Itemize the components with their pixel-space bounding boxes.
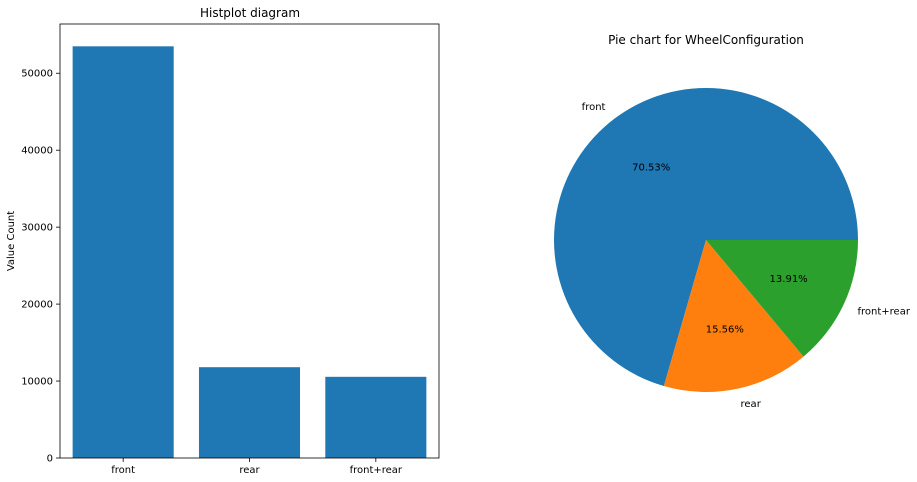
bar-front (72, 46, 174, 458)
plot-frame (59, 23, 440, 459)
pie-percent-front+rear: 13.91% (770, 274, 808, 285)
pie-slices (553, 87, 858, 392)
pie-label-front+rear: front+rear (857, 306, 910, 317)
y-tick-label: 20000 (21, 300, 53, 311)
bar-chart: Histplot diagram Value Count 0 10000 20000… (6, 6, 440, 476)
y-tick-label: 10000 (21, 377, 53, 388)
pie-percent-rear: 15.56% (706, 325, 744, 336)
bar-rear (198, 367, 301, 458)
x-axis-ticks: front rear front+rear (111, 458, 403, 476)
bars (72, 46, 427, 458)
pie-label-rear: rear (741, 399, 762, 410)
pie-labels: front 70.53% rear 15.56% front+rear 13.91% (582, 102, 911, 410)
y-tick-label: 50000 (21, 69, 53, 80)
pie-slice-front (553, 87, 858, 387)
pie-percent-front: 70.53% (632, 163, 670, 174)
x-tick-label: rear (239, 465, 260, 476)
pie-slice-front+rear (706, 240, 858, 357)
y-axis-ticks: 0 10000 20000 30000 40000 50000 (21, 69, 60, 465)
bar-front+rear (325, 376, 427, 458)
x-tick-label: front+rear (350, 465, 403, 476)
pie-chart: Pie chart for WheelConfiguration front 70… (553, 33, 911, 410)
y-tick-label: 30000 (21, 223, 53, 234)
x-tick-label: front (111, 465, 135, 476)
bar-chart-title: Histplot diagram (200, 6, 300, 20)
pie-chart-title: Pie chart for WheelConfiguration (608, 33, 804, 47)
pie-slice-rear (663, 240, 804, 392)
y-tick-label: 0 (47, 454, 53, 465)
y-axis-label: Value Count (6, 211, 17, 271)
y-tick-label: 40000 (21, 146, 53, 157)
pie-label-front: front (582, 102, 606, 113)
